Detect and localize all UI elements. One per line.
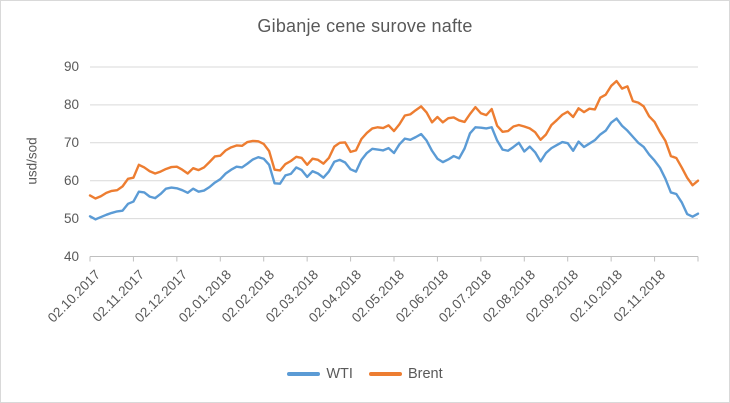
legend-label-brent: Brent [407, 366, 443, 382]
legend-label-wti: WTI [326, 366, 353, 382]
chart-title: Gibanje cene surove nafte [257, 16, 473, 36]
legend-item-brent: Brent [368, 366, 443, 382]
y-tick-label: 50 [63, 210, 79, 226]
y-tick-label: 60 [63, 172, 79, 188]
brent-line [88, 79, 700, 200]
y-tick-label: 70 [63, 134, 79, 150]
wti-line-swatch [287, 372, 321, 376]
y-tick-label: 40 [63, 248, 79, 264]
legend: WTI Brent [1, 363, 729, 385]
y-tick-label: 90 [63, 59, 79, 74]
wti-line [88, 117, 700, 221]
brent-line-swatch [368, 372, 402, 376]
y-tick-label: 80 [63, 96, 79, 112]
legend-item-wti: WTI [287, 366, 353, 382]
